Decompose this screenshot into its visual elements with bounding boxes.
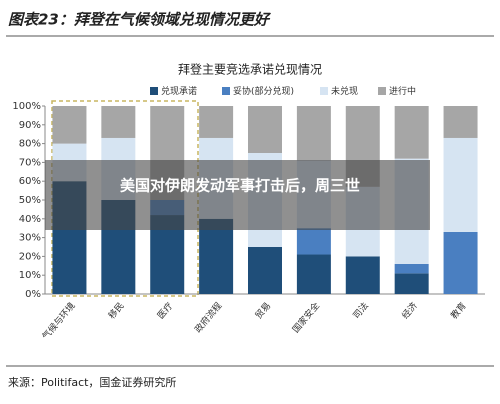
chart-title: 拜登主要竞选承诺兑现情况 <box>178 62 322 77</box>
y-tick-label: 100% <box>12 101 41 112</box>
y-tick-label: 30% <box>19 233 41 244</box>
y-tick-label: 20% <box>19 251 41 262</box>
bar-segment <box>443 106 478 138</box>
y-tick-label: 70% <box>19 157 41 168</box>
bar-segment <box>101 106 136 138</box>
legend-label: 兑现承诺 <box>161 85 197 97</box>
bar-segment <box>443 231 478 294</box>
bar-segment <box>296 254 331 294</box>
y-tick-label: 80% <box>19 139 41 150</box>
overlay-text: 美国对伊朗发动军事打击后，周三世 <box>120 177 360 195</box>
bar-segment <box>394 263 429 274</box>
bar-segment <box>199 218 234 294</box>
bar-segment <box>394 106 429 159</box>
bar-segment <box>296 228 331 255</box>
legend-swatch <box>222 87 230 95</box>
y-tick-label: 50% <box>19 195 41 206</box>
legend-swatch <box>378 87 386 95</box>
legend-label: 妥协(部分兑现) <box>233 85 294 97</box>
legend-swatch <box>320 87 328 95</box>
legend: 兑现承诺 妥协(部分兑现) 未兑现 进行中 <box>150 85 416 97</box>
y-tick-label: 60% <box>19 176 41 187</box>
source: 来源：Politifact，国金证券研究所 <box>8 375 176 389</box>
page-title: 图表23：拜登在气候领域兑现情况更好 <box>8 11 272 29</box>
bar-segment <box>199 106 234 138</box>
y-tick-label: 40% <box>19 214 41 225</box>
bar-segment <box>248 247 282 294</box>
y-tick-label: 0% <box>25 289 41 300</box>
bar-segment <box>345 256 380 294</box>
bar-segment <box>443 137 478 232</box>
legend-label: 进行中 <box>389 85 416 97</box>
bar-segment <box>248 106 282 153</box>
bar-segment <box>394 273 429 294</box>
bar-segment <box>296 106 331 161</box>
legend-label: 未兑现 <box>331 85 358 97</box>
y-tick-label: 10% <box>19 270 41 281</box>
legend-swatch <box>150 87 158 95</box>
y-tick-label: 90% <box>19 120 41 131</box>
overlay-banner <box>45 160 430 230</box>
bar-segment <box>52 106 87 144</box>
